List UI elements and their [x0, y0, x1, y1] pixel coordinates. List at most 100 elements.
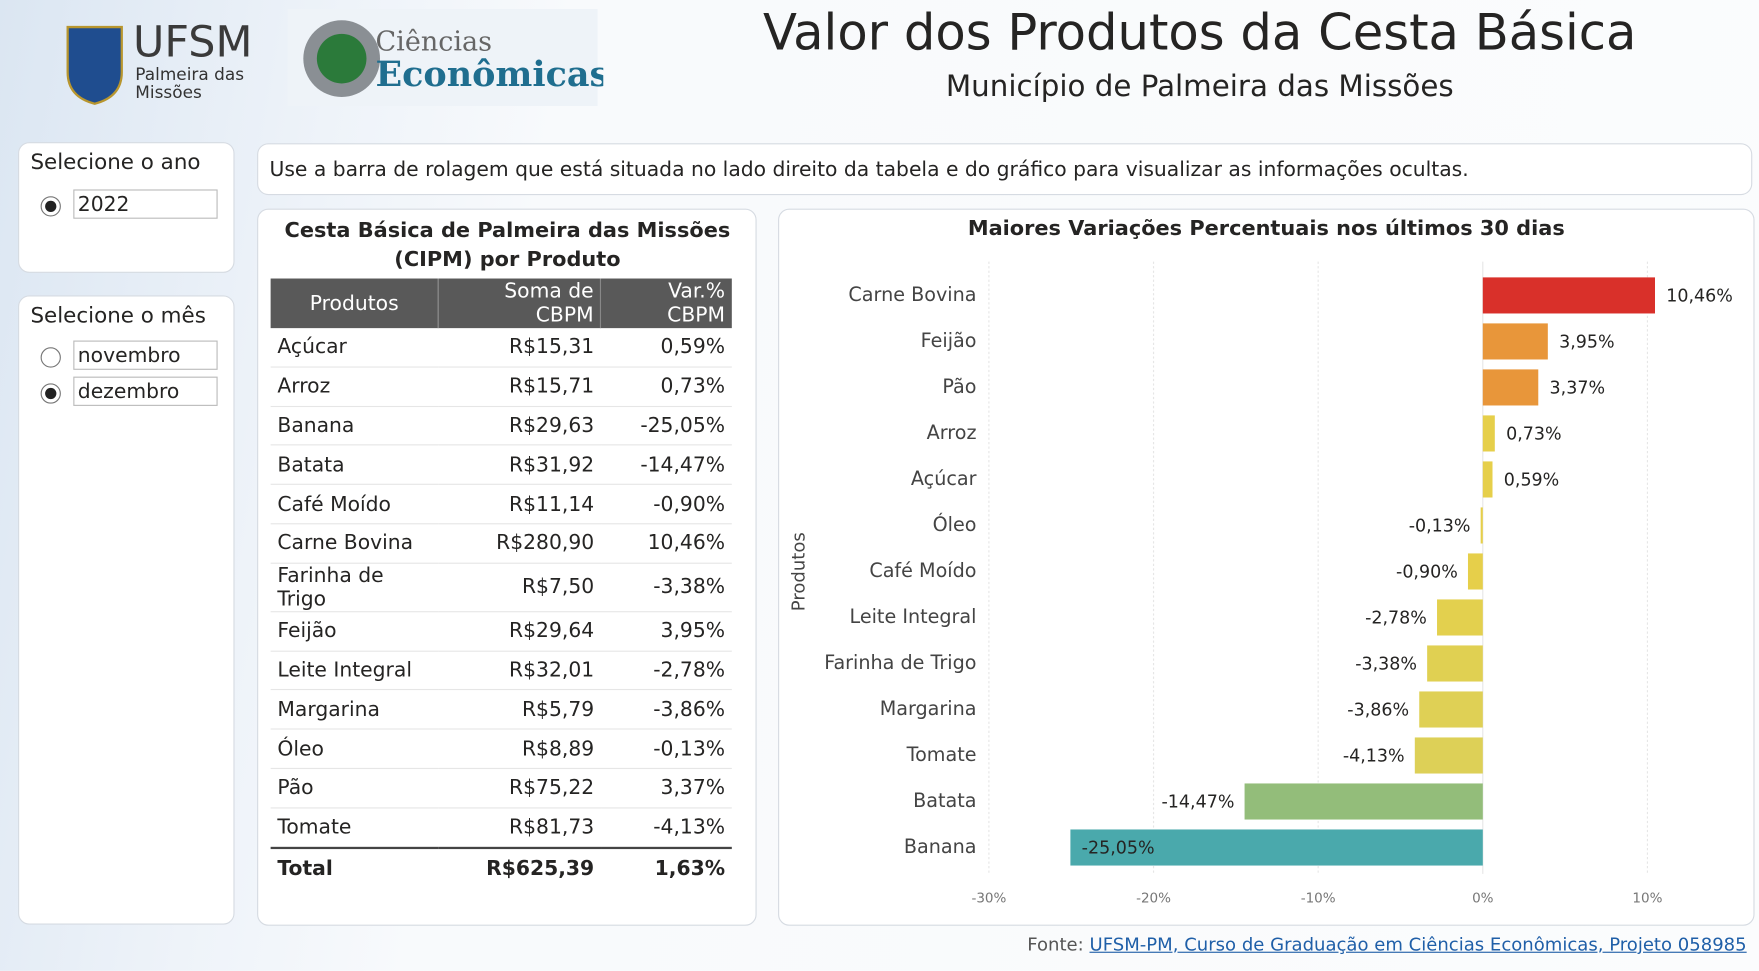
bar	[1482, 369, 1539, 406]
table-cell: -0,90%	[600, 484, 732, 525]
table-row: Tomate R$81,73 -4,13%	[270, 807, 732, 849]
table-row: Pão R$75,22 3,37%	[270, 768, 732, 809]
page-title: Valor dos Produtos da Cesta Básica	[763, 4, 1637, 63]
y-tick-label: Carne Bovina	[848, 283, 976, 306]
total-cell: R$625,39	[486, 857, 595, 881]
y-tick-label: Tomate	[906, 743, 977, 766]
bar	[1482, 323, 1548, 360]
table-cell: Farinha de Trigo	[270, 562, 439, 613]
logos: UFSM Palmeira das Missões Ciências Econô…	[66, 9, 603, 106]
table-cell: Banana	[270, 406, 439, 446]
table-cell: Pão	[270, 768, 439, 809]
data-label: -14,47%	[1162, 793, 1235, 813]
data-label: 0,59%	[1504, 471, 1560, 491]
x-tick-label: 0%	[1472, 891, 1494, 907]
y-tick-label: Café Moído	[869, 559, 976, 582]
chart-title: Maiores Variações Percentuais nos último…	[968, 216, 1565, 240]
table-cell: 0,59%	[600, 328, 732, 368]
x-tick-label: -10%	[1301, 891, 1336, 907]
table-cell: R$7,50	[438, 562, 601, 613]
table-row: Arroz R$15,71 0,73%	[270, 366, 732, 407]
data-label: -0,90%	[1396, 563, 1458, 583]
table-row: Farinha de Trigo R$7,50 -3,38%	[270, 562, 732, 613]
table-row: Carne Bovina R$280,90 10,46%	[270, 523, 732, 564]
column-header: Soma de CBPM	[438, 278, 602, 329]
table-row: Café Moído R$11,14 -0,90%	[270, 484, 732, 525]
table-row: Leite Integral R$32,01 -2,78%	[270, 650, 732, 691]
data-label: 10,46%	[1666, 287, 1733, 307]
radio[interactable]	[40, 347, 61, 368]
table-cell: R$5,79	[438, 689, 601, 730]
table-cell: -25,05%	[600, 406, 732, 446]
table-cell: R$75,22	[438, 768, 601, 809]
slicer-option[interactable]: 2022	[73, 189, 218, 219]
table-cell: Tomate	[270, 807, 439, 849]
bar	[1482, 415, 1495, 452]
table-panel: Cesta Básica de Palmeira das Missões (CI…	[257, 208, 757, 926]
table-cell: -3,86%	[600, 689, 732, 730]
bar	[1427, 645, 1483, 682]
bar	[1437, 599, 1483, 636]
table-cell: Óleo	[270, 729, 439, 769]
month-slicer: Selecione o mês novembro dezembro	[18, 295, 235, 925]
data-label: -3,38%	[1355, 655, 1417, 675]
table-cell: R$31,92	[438, 445, 601, 486]
slicer-option[interactable]: dezembro	[73, 376, 218, 406]
table-cell: R$15,31	[438, 328, 601, 368]
table-row: Feijão R$29,64 3,95%	[270, 611, 732, 652]
data-label: 0,73%	[1506, 425, 1562, 445]
table-cell: 10,46%	[600, 523, 732, 564]
footer: Fonte: UFSM-PM, Curso de Graduação em Ci…	[1027, 934, 1746, 955]
column-header: Produtos	[270, 278, 439, 329]
table-cell: 3,95%	[600, 611, 732, 652]
table-cell: Carne Bovina	[270, 523, 439, 564]
bar	[1482, 461, 1493, 498]
radio[interactable]	[40, 196, 61, 217]
table-cell: Margarina	[270, 689, 439, 730]
y-tick-label: Leite Integral	[849, 605, 976, 628]
x-tick-label: 10%	[1632, 891, 1662, 907]
data-label: -3,86%	[1347, 701, 1409, 721]
table-cell: -14,47%	[600, 445, 732, 486]
table-cell: 0,73%	[600, 366, 732, 407]
page-subtitle: Município de Palmeira das Missões	[945, 69, 1454, 104]
footer-prefix: Fonte:	[1027, 933, 1084, 956]
bar	[1467, 553, 1483, 590]
table-cell: 3,37%	[600, 768, 732, 809]
y-tick-label: Pão	[942, 375, 976, 398]
bar	[1414, 737, 1483, 774]
table-cell: R$11,14	[438, 484, 601, 525]
table-cell: R$29,63	[438, 406, 601, 446]
radio[interactable]	[40, 383, 61, 404]
table-cell: -0,13%	[600, 729, 732, 769]
slicer-option[interactable]: novembro	[73, 340, 218, 370]
logo-text: UFSM	[133, 18, 252, 68]
logo-text: Ciências	[375, 26, 492, 57]
table-cell: R$81,73	[438, 807, 601, 849]
data-label: 3,37%	[1550, 379, 1606, 399]
table-cell: -2,78%	[600, 650, 732, 691]
table-cell: Feijão	[270, 611, 439, 652]
data-label: -4,13%	[1343, 747, 1405, 767]
table-cell: R$280,90	[438, 523, 601, 564]
table-title: Cesta Básica de Palmeira das Missões (CI…	[284, 218, 731, 272]
table-cell: R$29,64	[438, 611, 601, 652]
table-row: Batata R$31,92 -14,47%	[270, 445, 732, 486]
y-tick-label: Óleo	[933, 512, 977, 536]
notice: Use a barra de rolagem que está situada …	[257, 143, 1753, 196]
logo-sub: Palmeira das Missões	[135, 65, 245, 103]
globe	[316, 33, 367, 84]
y-tick-label: Arroz	[927, 421, 977, 444]
table-row: Óleo R$8,89 -0,13%	[270, 729, 732, 769]
bar	[1070, 829, 1483, 866]
footer-link[interactable]: UFSM-PM, Curso de Graduação em Ciências …	[1089, 933, 1747, 956]
header-row: Produtos Soma de CBPM Var.% CBPM	[270, 278, 732, 329]
y-tick-label: Batata	[913, 789, 976, 812]
table-cell: -4,13%	[600, 807, 732, 849]
table-cell: Café Moído	[270, 484, 439, 525]
data-label: -2,78%	[1365, 609, 1427, 629]
x-tick-label: -30%	[971, 891, 1006, 907]
x-tick-label: -20%	[1136, 891, 1171, 907]
bar	[1244, 783, 1483, 820]
table-cell: -3,38%	[600, 562, 732, 613]
